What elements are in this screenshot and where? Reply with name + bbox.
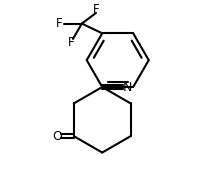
Text: O: O: [52, 130, 62, 143]
Text: N: N: [123, 80, 132, 94]
Text: F: F: [68, 36, 74, 49]
Text: F: F: [56, 17, 63, 30]
Text: F: F: [93, 3, 100, 15]
